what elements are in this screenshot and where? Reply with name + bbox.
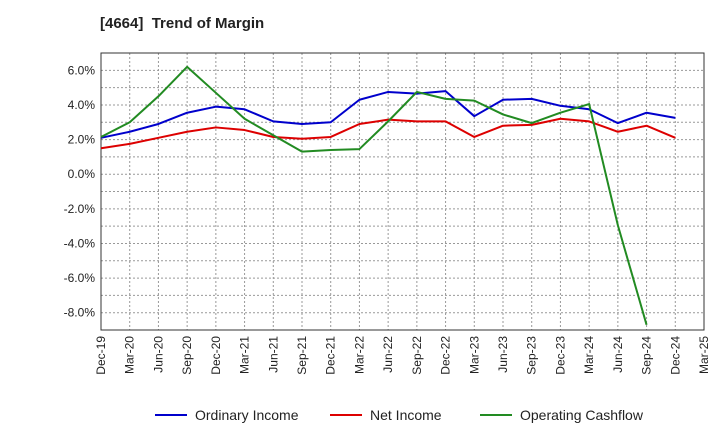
y-tick-label: -4.0%: [64, 236, 96, 250]
x-tick-label: Mar-23: [467, 336, 481, 374]
x-tick-label: Sep-24: [640, 336, 654, 375]
x-tick-label: Jun-21: [266, 336, 280, 373]
y-tick-label: 0.0%: [68, 167, 96, 181]
x-tick-label: Mar-22: [352, 336, 366, 374]
x-tick-label: Mar-20: [123, 336, 137, 374]
x-tick-label: Sep-22: [410, 336, 424, 375]
x-tick-label: Dec-19: [94, 336, 108, 375]
x-axis: Dec-19 Mar-20 Jun-20 Sep-20 Dec-20 Mar-21 Jun-…: [94, 336, 711, 375]
series-layer: [100, 65, 676, 326]
y-tick-label: -2.0%: [64, 202, 96, 216]
series-line-net-income: [100, 117, 676, 150]
legend-label-operating-cashflow: Operating Cashflow: [520, 407, 644, 423]
x-tick-label: Mar-24: [582, 336, 596, 374]
plot-border: [100, 52, 705, 331]
y-tick-label: 4.0%: [68, 98, 96, 112]
x-tick-label: Sep-20: [180, 336, 194, 375]
legend-label-ordinary-income: Ordinary Income: [195, 407, 299, 423]
series-line-ordinary-income: [100, 90, 676, 139]
y-tick-label: 6.0%: [68, 63, 96, 77]
chart-title: [4664] Trend of Margin: [100, 15, 265, 32]
x-tick-label: Sep-23: [525, 336, 539, 375]
x-tick-label: Sep-21: [295, 336, 309, 375]
x-tick-label: Jun-23: [496, 336, 510, 373]
x-tick-label: Jun-24: [611, 336, 625, 373]
x-tick-label: Jun-22: [381, 336, 395, 373]
x-tick-label: Dec-23: [553, 336, 567, 375]
x-tick-label: Mar-21: [238, 336, 252, 374]
x-tick-label: Mar-25: [697, 336, 711, 374]
grid-lines: [100, 52, 705, 331]
x-tick-label: Dec-20: [209, 336, 223, 375]
y-axis: 6.0% 4.0% 2.0% 0.0% -2.0% -4.0% -6.0% -8.0%: [64, 63, 96, 319]
y-tick-label: -8.0%: [64, 306, 96, 320]
y-tick-label: 2.0%: [68, 133, 96, 147]
legend: Ordinary Income Net Income Operating Cashf…: [155, 407, 644, 423]
series-line-operating-cashflow: [100, 65, 648, 326]
x-tick-label: Dec-21: [324, 336, 338, 375]
legend-label-net-income: Net Income: [370, 407, 442, 423]
x-tick-label: Jun-20: [151, 336, 165, 373]
x-tick-label: Dec-22: [439, 336, 453, 375]
x-tick-label: Dec-24: [668, 336, 682, 375]
y-tick-label: -6.0%: [64, 271, 96, 285]
